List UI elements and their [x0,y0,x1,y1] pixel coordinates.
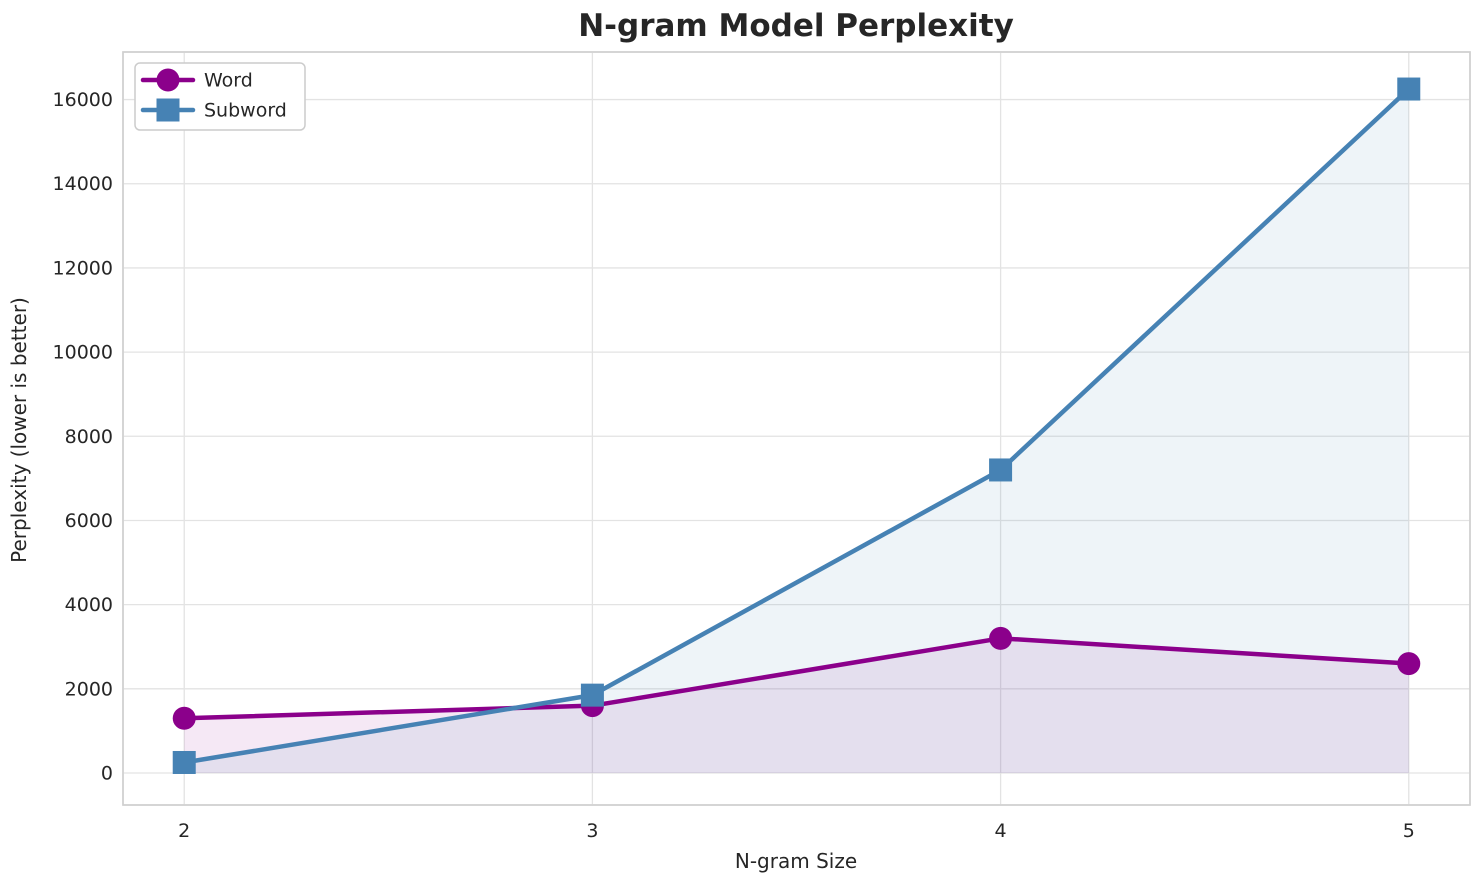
y-tick-label: 14000 [53,173,113,195]
y-tick-label: 12000 [53,257,113,279]
y-tick-label: 4000 [65,594,113,616]
marker-word [989,626,1013,650]
marker-subword [1397,77,1421,101]
legend: Word Subword [134,62,306,131]
x-tick-label: 3 [586,820,598,842]
line-subword [181,86,1412,765]
y-tick-label: 10000 [53,342,113,364]
legend-label-word: Word [204,70,253,92]
legend-swatch-subword [156,98,180,122]
x-tick-label: 2 [178,820,190,842]
x-tick-labels: 2 3 4 5 [178,820,1415,842]
y-tick-label: 16000 [53,89,113,111]
x-axis-label: N-gram Size [735,849,857,873]
area-fill-subword [184,89,1409,774]
marker-subword [580,683,604,707]
grid-lines [123,52,1470,805]
plot-border [122,51,1471,806]
x-tick-label: 4 [995,820,1007,842]
area-fills [184,89,1409,774]
y-axis-label: Perplexity (lower is better) [7,297,31,563]
plot-area [122,51,1471,806]
marker-subword [989,458,1013,482]
line-word [181,636,1412,721]
y-tick-label: 0 [101,763,113,785]
x-tick-label: 5 [1403,820,1415,842]
marker-word [1397,652,1421,676]
series-markers [172,77,1421,774]
y-tick-label: 6000 [65,510,113,532]
marker-word [172,706,196,730]
legend-label-subword: Subword [204,100,287,122]
marker-subword [172,750,196,774]
legend-swatch-word [156,68,180,92]
series-lines [181,86,1412,765]
y-tick-label: 2000 [65,678,113,700]
chart-title: N-gram Model Perplexity [578,8,1014,44]
area-fill-word [184,638,1409,774]
y-tick-labels: 0 2000 4000 6000 8000 10000 12000 14000 16000 [53,89,113,784]
y-tick-label: 8000 [65,426,113,448]
